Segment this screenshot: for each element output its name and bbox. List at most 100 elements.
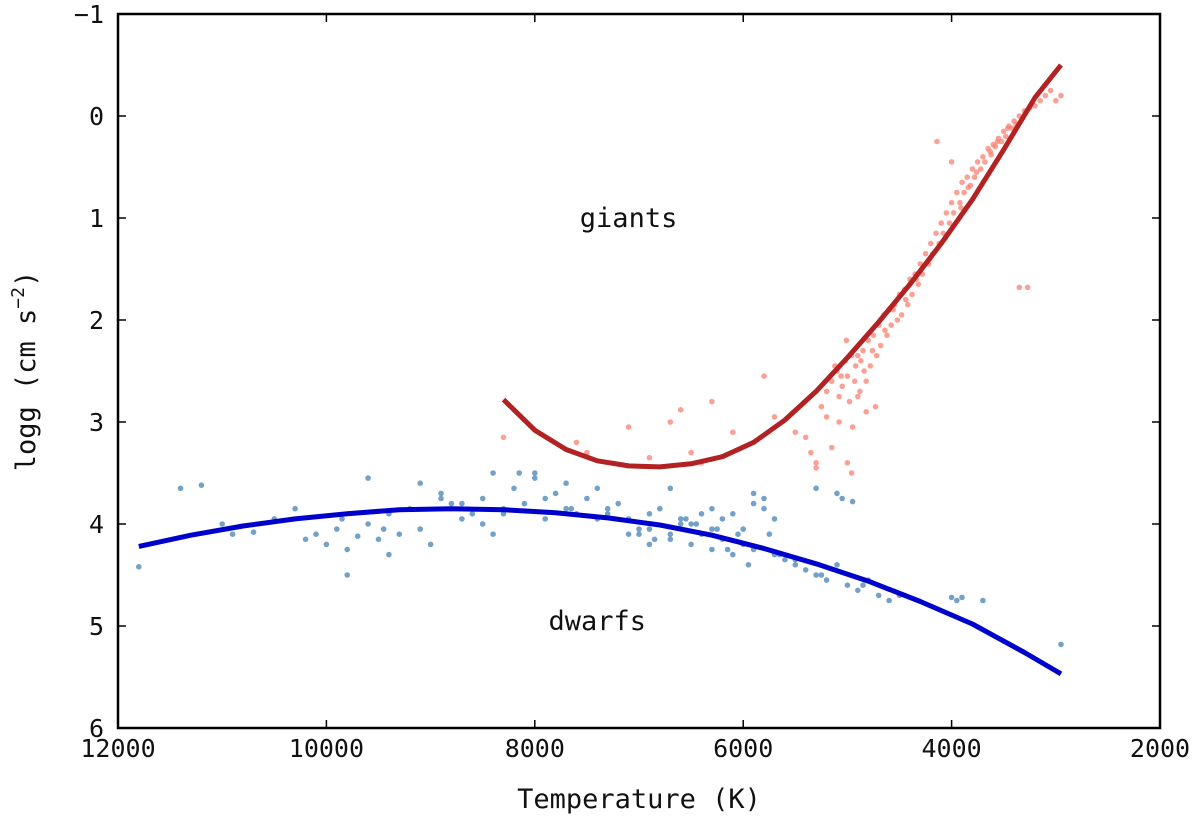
dwarfs-point — [646, 511, 653, 517]
dwarfs-point — [438, 495, 444, 502]
x-tick-label: 10000 — [289, 734, 364, 763]
dwarfs-point — [782, 556, 788, 563]
dwarfs-point — [219, 521, 225, 527]
dwarfs-point — [365, 475, 371, 481]
dwarfs-point — [813, 572, 819, 578]
giants-point — [836, 419, 842, 425]
dwarfs-point — [839, 495, 845, 502]
dwarfs-point — [490, 470, 496, 476]
dwarfs-point — [511, 485, 517, 492]
giants-point — [1000, 128, 1007, 135]
giants-point — [813, 465, 819, 471]
giants-point — [933, 230, 939, 237]
dwarfs-point — [302, 536, 309, 543]
dwarfs-point — [954, 597, 960, 604]
dwarfs-point — [479, 495, 486, 502]
giants-point — [851, 378, 858, 385]
dwarfs-point — [688, 541, 694, 548]
dwarfs-point — [594, 485, 601, 492]
dwarfs-point — [604, 505, 611, 512]
dwarfs-point — [860, 582, 866, 588]
giants-point — [1037, 97, 1043, 104]
giants-point — [761, 373, 767, 379]
tick-labels: 12000 10000 8000 6000 4000 2000 −1 0 1 2 3 4 5 6 — [74, 0, 1190, 763]
giants-point — [573, 439, 580, 446]
dwarfs-point — [724, 546, 731, 553]
dwarfs-point — [386, 551, 392, 558]
giants-point — [877, 342, 884, 349]
giants-point — [857, 388, 863, 395]
giants-point — [969, 166, 976, 172]
dwarfs-point — [844, 582, 851, 588]
y-tick-label: 6 — [89, 714, 104, 743]
y-axis-label-close: ) — [11, 271, 42, 287]
y-tick-label: 1 — [89, 204, 104, 233]
dwarfs-point — [542, 516, 548, 522]
giants-point — [948, 199, 955, 206]
dwarfs-point — [615, 500, 621, 507]
dwarfs-point — [250, 529, 257, 535]
dwarfs-point — [375, 536, 382, 543]
giants-point — [894, 317, 901, 323]
dwarfs-point — [730, 511, 736, 517]
giants-point — [829, 378, 835, 385]
dwarfs-point — [229, 531, 236, 537]
dwarfs-point — [636, 526, 642, 532]
dwarfs-point — [823, 577, 830, 583]
dwarfs-fit-line — [138, 506, 1063, 677]
giants-point — [869, 347, 876, 354]
x-tick-label: 8000 — [505, 734, 565, 763]
dwarfs-point — [750, 490, 757, 497]
dwarfs-point — [344, 546, 351, 553]
giants-point — [909, 291, 915, 298]
giants-point — [861, 368, 867, 374]
axis-ticks — [117, 13, 1161, 729]
dwarfs-point — [719, 516, 726, 522]
x-tick-label: 2000 — [1130, 734, 1190, 763]
dwarfs-point — [469, 511, 476, 517]
giants-point — [964, 174, 970, 180]
dwarfs-point — [834, 490, 840, 497]
dwarfs-point — [563, 505, 569, 512]
y-tick-label: 2 — [89, 306, 104, 335]
giants-point — [982, 159, 988, 165]
giants-point — [882, 327, 888, 334]
dwarfs-point — [834, 562, 840, 568]
dwarfs-point — [177, 485, 184, 492]
giants-point — [957, 199, 963, 206]
dwarfs-point — [136, 564, 142, 570]
y-tick-label: 4 — [89, 510, 104, 539]
dwarfs-point — [584, 495, 590, 502]
giants-point — [849, 424, 856, 430]
dwarfs-point — [521, 500, 528, 507]
giants-point — [980, 154, 986, 160]
giants-point — [839, 383, 845, 390]
giants-point — [792, 429, 799, 436]
giants-point — [823, 414, 830, 420]
giants-point — [500, 434, 507, 441]
dwarfs-point — [646, 541, 653, 548]
x-tick-label: 6000 — [713, 734, 773, 763]
dwarfs-point — [490, 531, 496, 537]
dwarfs-point — [714, 526, 720, 532]
giants-point — [965, 184, 972, 191]
dwarfs-point — [677, 521, 684, 527]
giants-point — [823, 388, 830, 395]
giants-point — [971, 174, 978, 180]
dwarfs-point — [365, 521, 371, 527]
giants-point — [843, 337, 850, 344]
dwarfs-point — [344, 572, 351, 578]
dwarfs-point — [438, 490, 444, 497]
dwarfs-point — [532, 475, 538, 481]
giants-point — [625, 424, 632, 430]
dwarfs-point — [761, 495, 767, 502]
dwarfs-point — [417, 480, 424, 487]
dwarfs-point — [761, 505, 767, 512]
giants-point — [973, 169, 980, 175]
plot-area — [136, 63, 1064, 677]
dwarfs-point — [292, 505, 298, 512]
giants-point — [667, 419, 674, 425]
dwarfs-point — [740, 526, 746, 532]
giants-point — [848, 470, 855, 476]
